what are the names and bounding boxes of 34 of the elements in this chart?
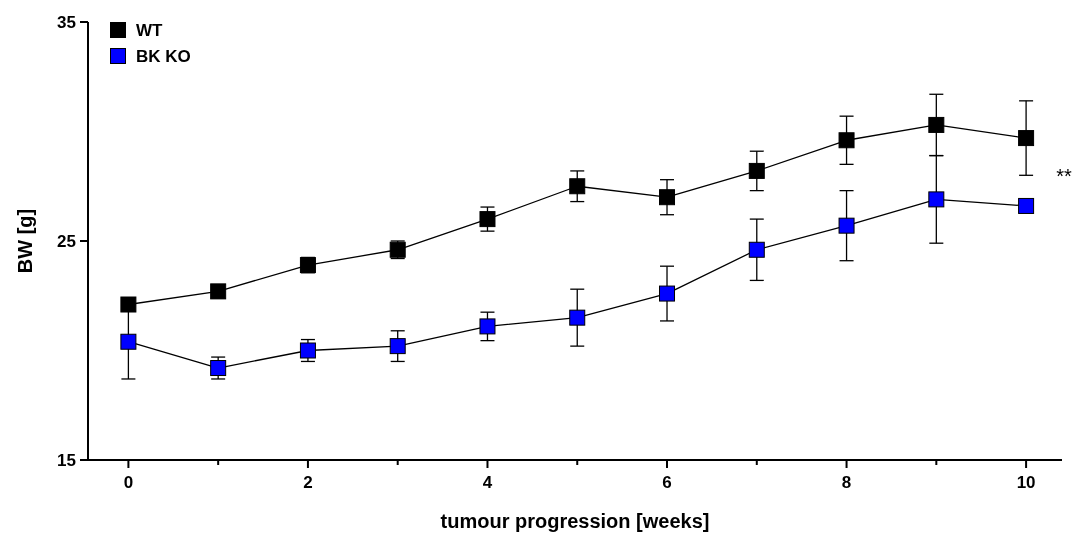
x-tick-label: 6 xyxy=(662,473,672,492)
point xyxy=(569,178,586,195)
annotation: ** xyxy=(1056,164,1073,187)
point xyxy=(659,285,676,302)
y-tick-label: 25 xyxy=(57,231,76,251)
point xyxy=(120,296,137,313)
x-axis-title: tumour progression [weeks] xyxy=(440,510,710,532)
point xyxy=(1018,130,1035,147)
y-tick-label: 15 xyxy=(57,450,76,470)
x-tick-label: 8 xyxy=(841,473,852,492)
x-tick-label: 2 xyxy=(303,473,313,492)
point xyxy=(479,318,496,335)
legend-label: BK KO xyxy=(136,46,191,66)
legend-label: WT xyxy=(136,20,164,40)
point xyxy=(748,241,765,258)
point xyxy=(659,189,676,206)
y-tick-label: 35 xyxy=(57,12,76,32)
point xyxy=(838,132,855,149)
point xyxy=(120,333,137,350)
x-tick-label: 10 xyxy=(1016,473,1036,492)
point xyxy=(928,191,945,208)
point xyxy=(210,360,227,377)
point xyxy=(838,217,855,234)
point xyxy=(748,162,765,179)
point xyxy=(1018,197,1035,214)
point xyxy=(299,342,316,359)
point xyxy=(569,309,586,326)
point xyxy=(210,283,227,300)
x-tick-label: 0 xyxy=(123,473,134,492)
x-tick-label: 4 xyxy=(482,473,493,492)
y-axis-title: BW [g] xyxy=(14,208,36,274)
point xyxy=(389,338,406,355)
point xyxy=(479,211,496,228)
point xyxy=(928,116,945,133)
